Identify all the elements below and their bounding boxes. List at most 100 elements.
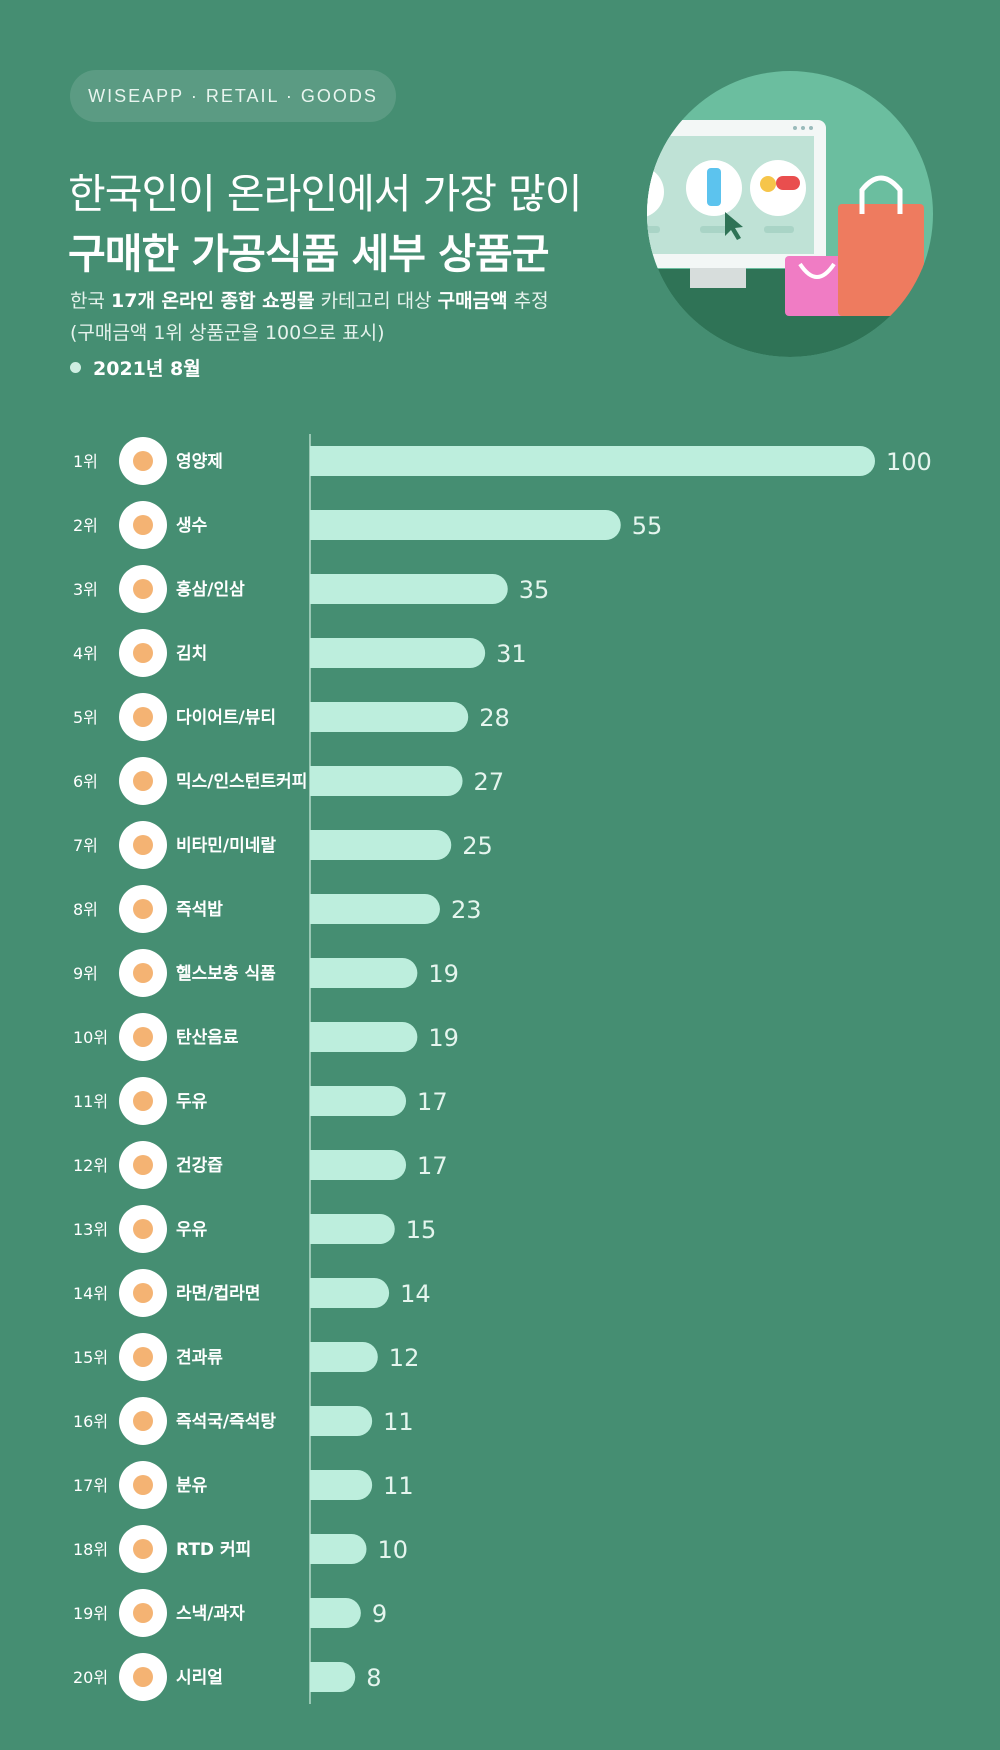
bar-left-edge	[310, 958, 325, 988]
rank-label: 8위	[73, 900, 98, 919]
bar	[310, 446, 875, 476]
rank-label: 5위	[73, 708, 98, 727]
coffee-bottle-icon-glyph	[133, 1539, 153, 1559]
rank-label: 19위	[73, 1604, 108, 1623]
rank-label: 13위	[73, 1220, 108, 1239]
ginseng-icon-glyph	[133, 579, 153, 599]
bar	[310, 1278, 390, 1308]
hero-illustration	[647, 71, 933, 357]
rank-label: 10위	[73, 1028, 108, 1047]
soda-bottle-icon-glyph	[133, 1027, 153, 1047]
bar-left-edge	[310, 766, 325, 796]
value-label: 11	[383, 1472, 414, 1500]
value-label: 25	[462, 832, 493, 860]
protein-tub-icon-glyph	[133, 963, 153, 983]
category-label: 비타민/미네랄	[176, 836, 276, 856]
value-label: 8	[366, 1664, 381, 1692]
category-label: 김치	[176, 644, 207, 664]
bar-left-edge	[310, 510, 325, 540]
bar	[310, 1214, 395, 1244]
vitamin-bottle-icon-glyph	[133, 835, 153, 855]
date-dot	[70, 362, 81, 373]
rank-label: 14위	[73, 1284, 108, 1303]
rank-label: 17위	[73, 1476, 108, 1495]
milk-carton-icon-glyph	[133, 1219, 153, 1239]
bar	[310, 1086, 407, 1116]
bar	[310, 574, 508, 604]
value-label: 27	[474, 768, 505, 796]
soy-milk-pack-icon-glyph	[133, 1091, 153, 1111]
category-label: 두유	[176, 1092, 208, 1112]
bar-left-edge	[310, 1406, 325, 1436]
category-label: 즉석국/즉석탕	[176, 1412, 276, 1432]
subtitle-line2: (구매금액 1위 상품군을 100으로 표시)	[70, 322, 385, 344]
bar-left-edge	[310, 1470, 325, 1500]
bar-left-edge	[310, 1278, 325, 1308]
kimchi-icon-glyph	[133, 643, 153, 663]
bar	[310, 638, 486, 668]
bar-left-edge	[310, 830, 325, 860]
rank-label: 20위	[73, 1668, 108, 1687]
category-label: 건강즙	[176, 1156, 223, 1176]
nuts-icon-glyph	[133, 1347, 153, 1367]
value-label: 19	[428, 1024, 459, 1052]
rank-label: 7위	[73, 836, 98, 855]
bar-left-edge	[310, 1086, 325, 1116]
category-label: 라면/컵라면	[176, 1283, 260, 1304]
bar	[310, 1022, 418, 1052]
bar-left-edge	[310, 638, 325, 668]
rank-label: 12위	[73, 1156, 108, 1175]
category-label: 홍삼/인삼	[176, 579, 245, 600]
value-label: 100	[886, 448, 932, 476]
snack-bag-icon-glyph	[133, 1603, 153, 1623]
value-label: 17	[417, 1088, 448, 1116]
rank-label: 1위	[73, 452, 98, 471]
rank-label: 16위	[73, 1412, 108, 1431]
pill-icon-glyph	[133, 451, 153, 471]
bar	[310, 1342, 378, 1372]
rank-label: 18위	[73, 1540, 108, 1559]
category-label: RTD 커피	[176, 1540, 251, 1560]
bar	[310, 702, 469, 732]
category-label: 분유	[176, 1476, 208, 1496]
category-label: 영양제	[176, 452, 223, 472]
category-label: 다이어트/뷰티	[176, 708, 276, 728]
value-label: 10	[378, 1536, 409, 1564]
date-label: 2021년 8월	[70, 354, 201, 381]
apple-tape-icon-glyph	[133, 707, 153, 727]
category-label: 스낵/과자	[176, 1604, 245, 1624]
water-bottle-icon-glyph	[133, 515, 153, 535]
value-label: 17	[417, 1152, 448, 1180]
rank-label: 15위	[73, 1348, 108, 1367]
category-label: 헬스보충 식품	[176, 964, 276, 984]
value-label: 31	[496, 640, 527, 668]
soup-cup-icon-glyph	[133, 1411, 153, 1431]
category-label: 견과류	[176, 1348, 223, 1368]
bar-left-edge	[310, 1534, 325, 1564]
bar-left-edge	[310, 1150, 325, 1180]
rice-bowl-icon-glyph	[133, 899, 153, 919]
category-label: 탄산음료	[176, 1028, 239, 1048]
bar	[310, 1470, 373, 1500]
value-label: 55	[632, 512, 663, 540]
rank-label: 11위	[73, 1092, 108, 1111]
value-label: 28	[479, 704, 510, 732]
category-label: 믹스/인스턴트커피	[176, 772, 307, 792]
bar-left-edge	[310, 1662, 325, 1692]
rank-label: 6위	[73, 772, 98, 791]
category-label: 시리얼	[176, 1668, 223, 1688]
bar	[310, 894, 440, 924]
value-label: 11	[383, 1408, 414, 1436]
shopping-bag-icon	[838, 204, 924, 316]
bar-left-edge	[310, 1598, 325, 1628]
bar	[310, 830, 452, 860]
rank-label: 4위	[73, 644, 98, 663]
bar-left-edge	[310, 1022, 325, 1052]
value-label: 19	[428, 960, 459, 988]
category-label: 즉석밥	[176, 900, 223, 920]
rank-label: 9위	[73, 964, 98, 983]
bar-left-edge	[310, 702, 325, 732]
page-title-line2: 구매한 가공식품 세부 상품군	[68, 230, 549, 278]
ramen-pack-icon-glyph	[133, 1283, 153, 1303]
